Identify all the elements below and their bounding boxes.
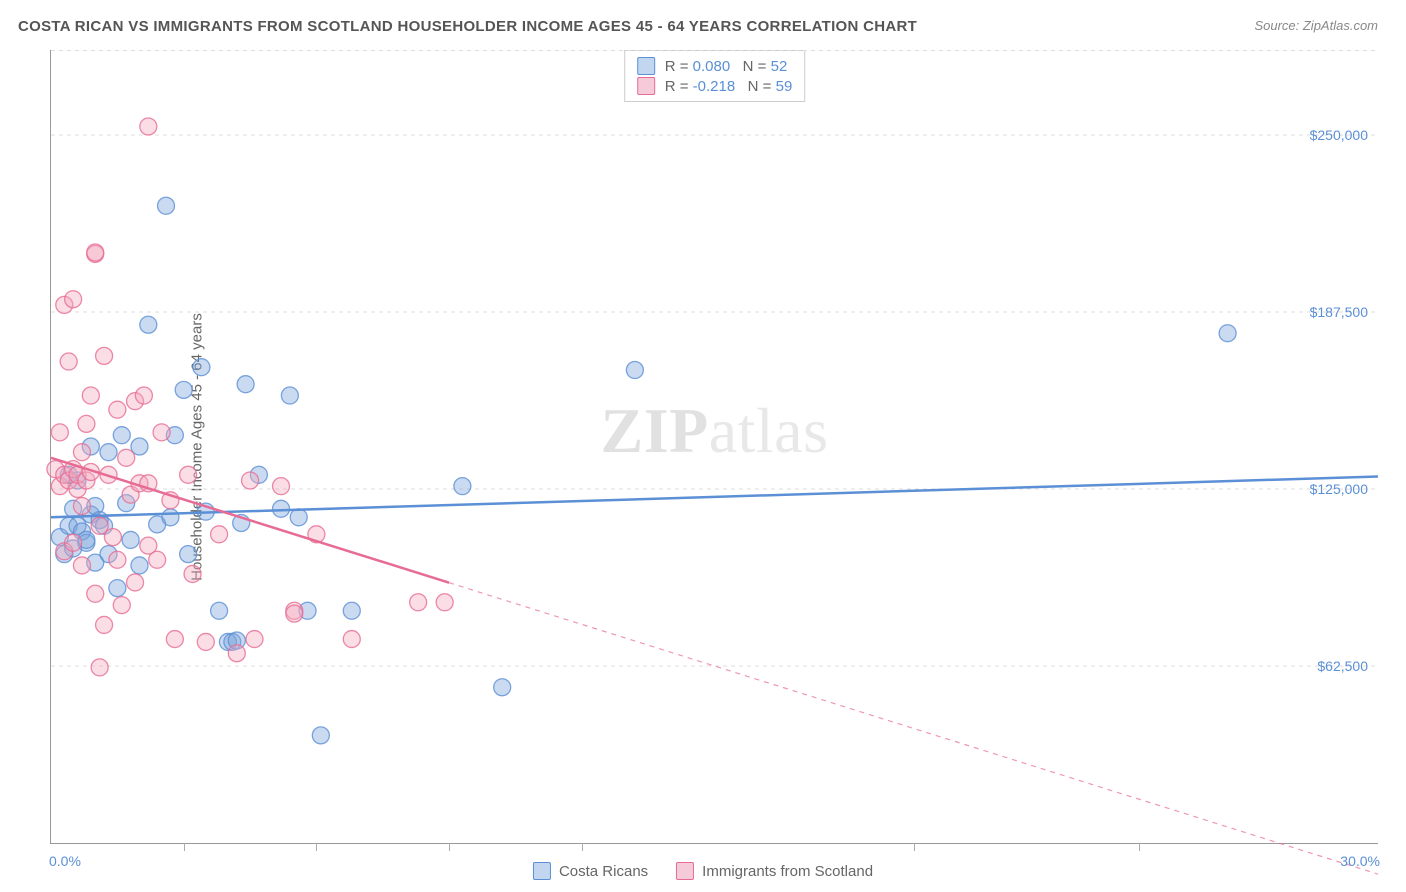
plot-area: Householder Income Ages 45 - 64 years ZI… — [50, 50, 1378, 844]
x-tick — [316, 843, 317, 851]
y-tick-label: $250,000 — [1310, 127, 1368, 143]
x-tick — [449, 843, 450, 851]
legend-label: Immigrants from Scotland — [702, 863, 873, 880]
source-label: Source: ZipAtlas.com — [1254, 18, 1378, 33]
y-tick-label: $187,500 — [1310, 304, 1368, 320]
x-tick — [582, 843, 583, 851]
bottom-legend: Costa Ricans Immigrants from Scotland — [533, 862, 873, 880]
x-tick — [184, 843, 185, 851]
swatch-icon — [676, 862, 694, 880]
x-tick — [1139, 843, 1140, 851]
y-tick-label: $62,500 — [1317, 658, 1368, 674]
x-tick — [914, 843, 915, 851]
x-tick-label-min: 0.0% — [49, 853, 81, 869]
swatch-icon — [533, 862, 551, 880]
y-tick-label: $125,000 — [1310, 481, 1368, 497]
legend-label: Costa Ricans — [559, 863, 648, 880]
legend-item: Immigrants from Scotland — [676, 862, 873, 880]
x-tick-label-max: 30.0% — [1340, 853, 1380, 869]
chart-title: COSTA RICAN VS IMMIGRANTS FROM SCOTLAND … — [18, 18, 917, 35]
legend-item: Costa Ricans — [533, 862, 648, 880]
chart-svg — [51, 50, 1378, 843]
